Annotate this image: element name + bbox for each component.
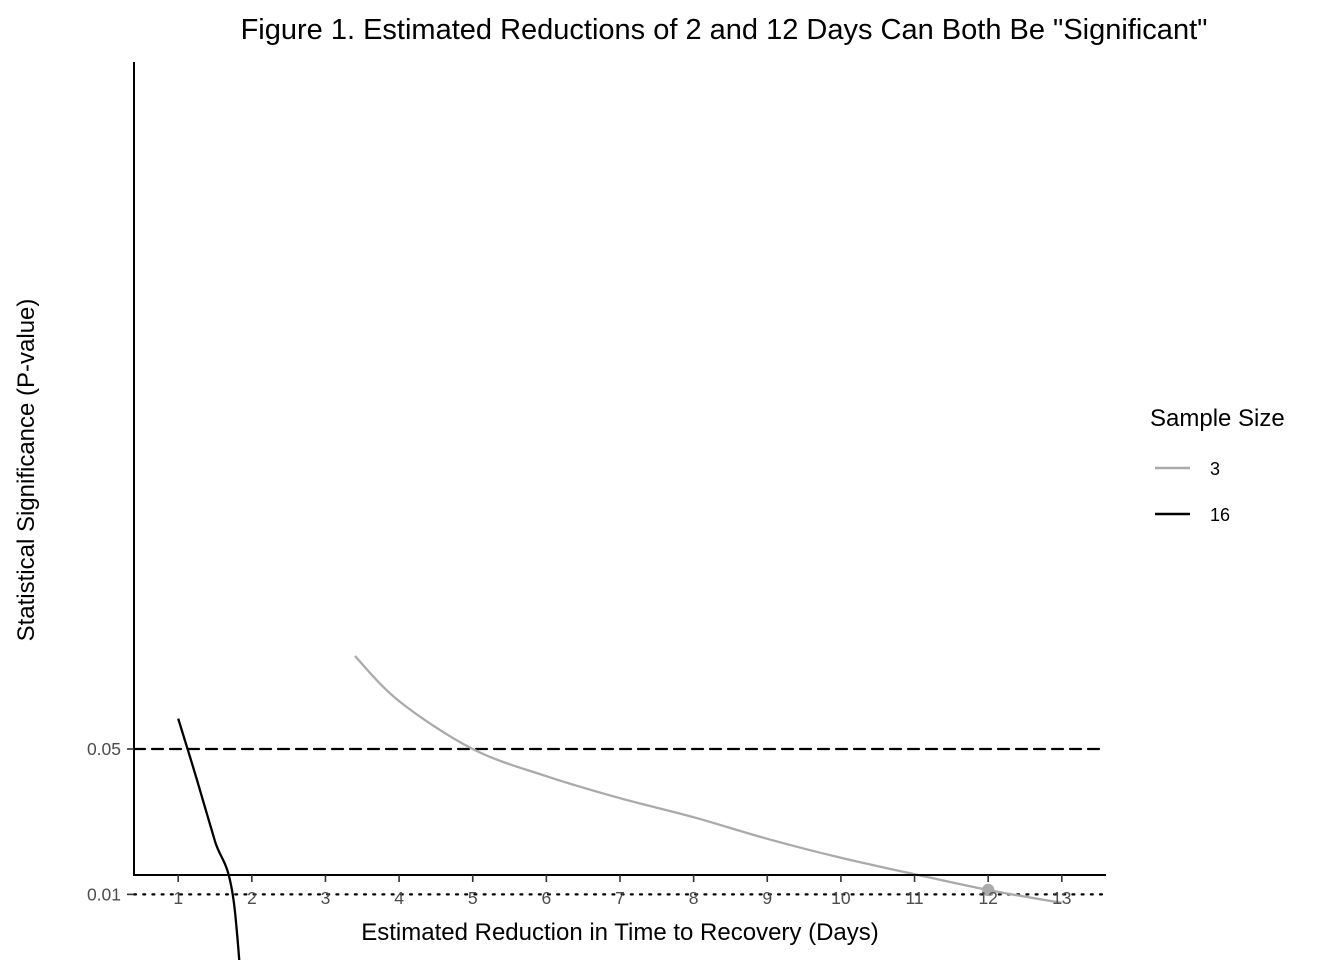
y-axis-title: Statistical Significance (P-value): [13, 299, 40, 642]
y-tick-label-0-05: 0.05: [87, 739, 121, 759]
x-tick-label-9: 9: [762, 888, 772, 908]
series-line-3: [354, 655, 1062, 905]
x-tick-label-2: 2: [247, 888, 257, 908]
x-tick-label-7: 7: [615, 888, 625, 908]
x-tick-label-10: 10: [831, 888, 851, 908]
y-tick-label-0-01: 0.01: [87, 884, 121, 904]
legend: Sample Size 3 16: [1150, 405, 1285, 525]
x-tick-label-1: 1: [173, 888, 183, 908]
x-tick-label-4: 4: [394, 888, 404, 908]
reference-lines: [132, 747, 1108, 896]
x-axis-title: Estimated Reduction in Time to Recovery …: [361, 919, 879, 946]
highlight-point-3: [981, 883, 995, 897]
x-tick-label-5: 5: [468, 888, 478, 908]
series-line-16: [177, 718, 241, 960]
legend-label-3: 3: [1210, 459, 1220, 479]
legend-title: Sample Size: [1150, 405, 1285, 432]
x-tick-label-6: 6: [541, 888, 551, 908]
x-tick-label-12: 12: [978, 888, 997, 908]
x-tick-label-8: 8: [689, 888, 699, 908]
x-tick-label-11: 11: [905, 888, 923, 908]
chart-title: Figure 1. Estimated Reductions of 2 and …: [241, 14, 1208, 46]
legend-label-16: 16: [1210, 505, 1230, 525]
series-layer: [177, 655, 1062, 960]
x-tick-label-13: 13: [1052, 888, 1071, 908]
y-axis-ticks: 0.050.010.0010.0001: [87, 739, 134, 904]
x-axis-ticks: 1 2 3 4 5 6 7 8 9 10 11 12 13: [173, 875, 1072, 908]
x-tick-label-3: 3: [321, 888, 331, 908]
